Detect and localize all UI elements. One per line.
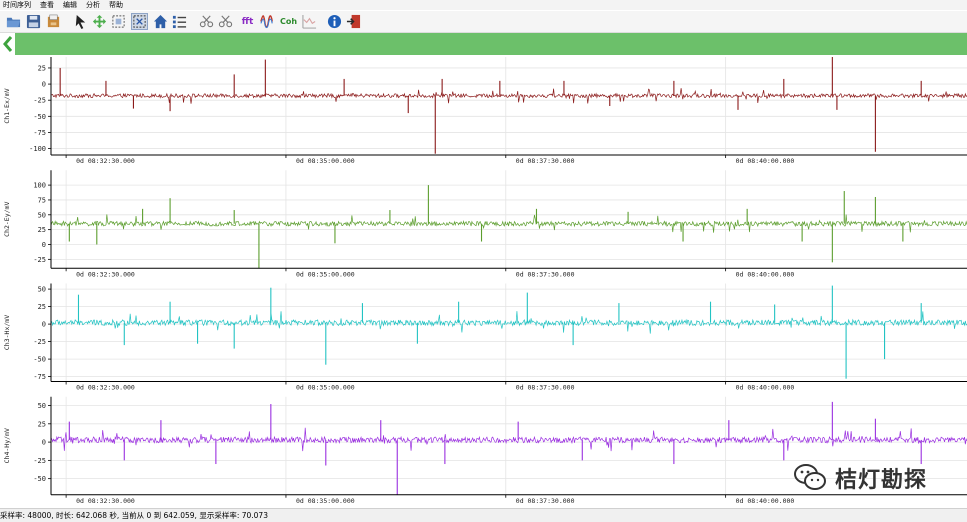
y-tick-label: 50 (38, 402, 46, 410)
coh-label: Coh (279, 17, 298, 26)
signal-trace (50, 88, 967, 104)
y-tick-label: -75 (33, 129, 46, 137)
exit-icon[interactable] (345, 13, 362, 30)
save-icon[interactable] (25, 13, 42, 30)
cut-right-icon[interactable] (217, 13, 234, 30)
y-tick-label: 25 (38, 420, 46, 428)
green-banner (0, 33, 967, 55)
y-axis-label: Ch1-Ex/mV (3, 88, 11, 123)
x-tick-label: 0d 08:37:30.000 (516, 270, 575, 278)
y-axis-label: Ch2-Ey/mV (3, 202, 11, 237)
plots-area: 25 0 -25 -50 -75 -100 Ch1-Ex/mV 0d 08:32:30.000… (3, 57, 967, 505)
status-text: 采样率: 48000, 时长: 642.068 秒, 当前从 0 到 642.0… (0, 511, 268, 520)
y-tick-label: -25 (33, 97, 46, 105)
watermark-text: 桔灯勘探 (835, 468, 928, 493)
wechat-icon (794, 464, 826, 490)
x-tick-label: 0d 08:35:00.000 (296, 270, 355, 278)
x-tick-label: 0d 08:40:00.000 (736, 497, 795, 505)
y-tick-label: 25 (38, 226, 46, 234)
zoom-fit-icon[interactable] (131, 13, 148, 30)
x-tick-label: 0d 08:40:00.000 (736, 270, 795, 278)
x-tick-label: 0d 08:35:00.000 (296, 497, 355, 505)
pointer-icon[interactable] (72, 13, 89, 30)
y-tick-label: -25 (33, 338, 46, 346)
y-tick-label: 25 (38, 303, 46, 311)
y-tick-label: 100 (33, 182, 46, 190)
x-tick-label: 0d 08:40:00.000 (736, 384, 795, 392)
y-tick-label: 50 (38, 286, 46, 294)
y-tick-label: -50 (33, 113, 46, 121)
x-tick-label: 0d 08:32:30.000 (76, 497, 135, 505)
y-axis-label: Ch4-Hy/mV (3, 428, 11, 463)
x-tick-label: 0d 08:37:30.000 (516, 497, 575, 505)
y-tick-label: 75 (38, 196, 46, 204)
chart-panel[interactable]: 50 25 0 -25 -50 -75 Ch3-Hx/mV 0d 08:32:30.000 0d… (3, 283, 967, 392)
open-folder-icon[interactable] (5, 13, 22, 30)
y-tick-label: -100 (29, 145, 46, 153)
cut-left-icon[interactable] (198, 13, 215, 30)
signal-trace (50, 427, 967, 452)
y-axis-label: Ch3-Hx/mV (3, 315, 11, 350)
x-tick-label: 0d 08:32:30.000 (76, 157, 135, 165)
menu-timeseries[interactable]: 时间序列 (3, 1, 31, 9)
y-tick-label: -75 (33, 373, 46, 381)
y-tick-label: 0 (42, 321, 46, 329)
watermark: 桔灯勘探 (793, 462, 927, 494)
y-tick-label: 0 (42, 439, 46, 447)
toolbar: fft Coh (0, 11, 967, 33)
menu-bar: 时间序列 查看 编辑 分析 帮助 (0, 0, 967, 10)
x-tick-label: 0d 08:37:30.000 (516, 384, 575, 392)
y-tick-label: -50 (33, 475, 46, 483)
y-tick-label: -25 (33, 457, 46, 465)
y-tick-label: 0 (42, 81, 46, 89)
fft-label: fft (241, 16, 254, 27)
home-icon[interactable] (152, 13, 169, 30)
y-tick-label: 0 (42, 241, 46, 249)
menu-analysis[interactable]: 分析 (86, 1, 100, 9)
chart-panel[interactable]: 100 75 50 25 0 -25 Ch2-Ey/mV 0d 08:32:30.000 0d … (3, 170, 967, 278)
x-tick-label: 0d 08:37:30.000 (516, 157, 575, 165)
x-tick-label: 0d 08:40:00.000 (736, 157, 795, 165)
x-tick-label: 0d 08:32:30.000 (76, 270, 135, 278)
y-tick-label: 50 (38, 211, 46, 219)
menu-edit[interactable]: 编辑 (63, 1, 77, 9)
menu-view[interactable]: 查看 (40, 1, 54, 9)
x-tick-label: 0d 08:35:00.000 (296, 157, 355, 165)
status-bar: 采样率: 48000, 时长: 642.068 秒, 当前从 0 到 642.0… (0, 508, 967, 522)
wave-icon[interactable] (259, 13, 276, 30)
info-icon[interactable] (326, 13, 343, 30)
chevron-left-icon (2, 36, 12, 52)
signal-trace (50, 311, 967, 334)
y-tick-label: -25 (33, 256, 46, 264)
chart-panel[interactable]: 50 25 0 -25 -50 Ch4-Hy/mV 0d 08:32:30.000 0d 08… (3, 396, 967, 505)
pan-icon[interactable] (91, 13, 108, 30)
coh-button[interactable]: Coh (280, 13, 297, 30)
menu-help[interactable]: 帮助 (109, 1, 123, 9)
x-tick-label: 0d 08:35:00.000 (296, 384, 355, 392)
x-tick-label: 0d 08:32:30.000 (76, 384, 135, 392)
y-tick-label: -50 (33, 356, 46, 364)
export-icon[interactable] (45, 13, 62, 30)
signal-trace (50, 214, 967, 233)
chart-panel[interactable]: 25 0 -25 -50 -75 -100 Ch1-Ex/mV 0d 08:32:30.000… (3, 57, 967, 165)
fft-button[interactable]: fft (239, 13, 256, 30)
spectrum-icon[interactable] (301, 13, 318, 30)
list-icon[interactable] (171, 13, 188, 30)
y-tick-label: 25 (38, 64, 46, 72)
back-button[interactable] (0, 33, 15, 55)
zoom-rect-icon[interactable] (110, 13, 127, 30)
